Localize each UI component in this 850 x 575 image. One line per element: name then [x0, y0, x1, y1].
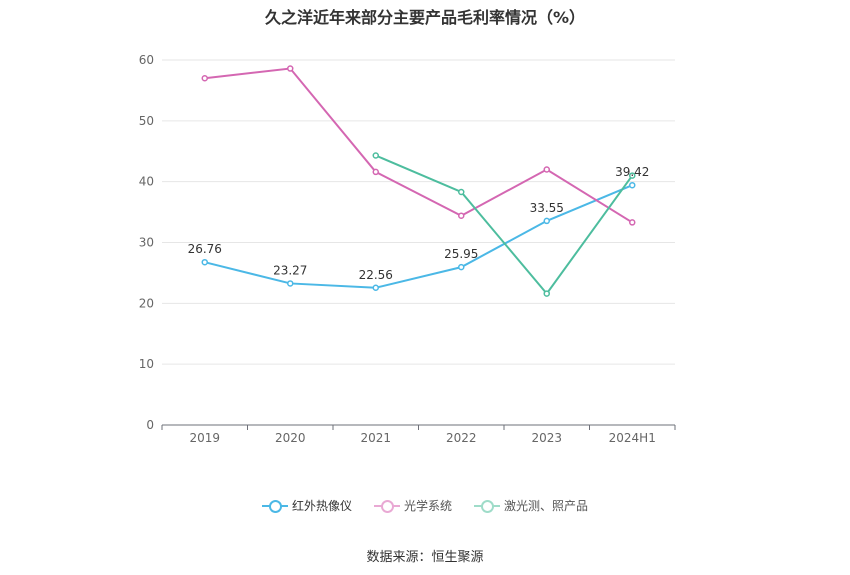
legend-item-series-0[interactable]: 红外热像仪 [261, 497, 352, 514]
data-point-1 [287, 65, 294, 72]
x-tick-label: 2020 [275, 431, 306, 445]
y-tick-label: 0 [146, 418, 154, 432]
legend: 红外热像仪 光学系统 激光测、照产品 [0, 497, 850, 514]
data-point-0 [543, 217, 550, 225]
data-point-0 [201, 258, 208, 266]
data-point-0 [287, 280, 294, 287]
x-tick-label: 2024H1 [609, 431, 656, 445]
data-point-2 [458, 188, 465, 196]
data-label: 22.56 [359, 268, 393, 282]
data-point-1 [201, 75, 208, 82]
data-point-0 [629, 181, 636, 189]
y-tick-label: 20 [139, 296, 154, 310]
data-label: 25.95 [444, 247, 478, 261]
legend-item-series-2[interactable]: 激光测、照产品 [474, 497, 588, 514]
data-point-1 [543, 166, 550, 173]
data-label: 23.27 [273, 263, 307, 277]
chart-title: 久之洋近年来部分主要产品毛利率情况（%） [264, 8, 586, 27]
series-line-2 [375, 154, 634, 296]
x-tick-label: 2021 [360, 431, 391, 445]
data-label: 26.76 [188, 242, 222, 256]
data-point-2 [372, 152, 379, 159]
data-label: 39.42 [615, 165, 649, 179]
x-tick-label: 2023 [531, 431, 562, 445]
legend-swatch-1 [373, 499, 400, 513]
series-line-1 [204, 67, 633, 224]
axes: 0 10 20 30 40 50 60 2019 2020 2021 2022 2023 2024H1 [139, 53, 676, 445]
data-point-2 [629, 172, 636, 179]
y-tick-label: 50 [139, 114, 154, 128]
legend-swatch-0 [261, 499, 288, 513]
legend-label-2: 激光测、照产品 [504, 499, 589, 513]
legend-label-0: 红外热像仪 [291, 499, 352, 513]
x-tick-label: 2019 [189, 431, 220, 445]
data-point-0 [458, 263, 465, 271]
data-source: 数据来源：恒生聚源 [366, 550, 484, 565]
data-point-2 [543, 290, 550, 297]
series-lines [201, 65, 636, 297]
grid-lines [162, 59, 675, 365]
data-label: 33.55 [530, 201, 564, 215]
legend-swatch-2 [474, 499, 500, 513]
y-tick-label: 10 [139, 357, 154, 371]
data-point-1 [458, 212, 465, 219]
y-tick-label: 60 [139, 53, 154, 67]
legend-item-series-1[interactable]: 光学系统 [373, 497, 452, 514]
y-tick-label: 40 [139, 175, 154, 189]
data-point-1 [629, 219, 636, 226]
x-tick-label: 2022 [446, 431, 477, 445]
y-tick-label: 30 [139, 236, 154, 250]
data-point-0 [372, 284, 379, 292]
data-labels: 26.76 23.27 22.56 25.95 33.55 39.42 [188, 165, 650, 282]
legend-label-1: 光学系统 [403, 499, 452, 513]
series-line-0 [204, 184, 633, 289]
data-point-1 [372, 168, 379, 176]
